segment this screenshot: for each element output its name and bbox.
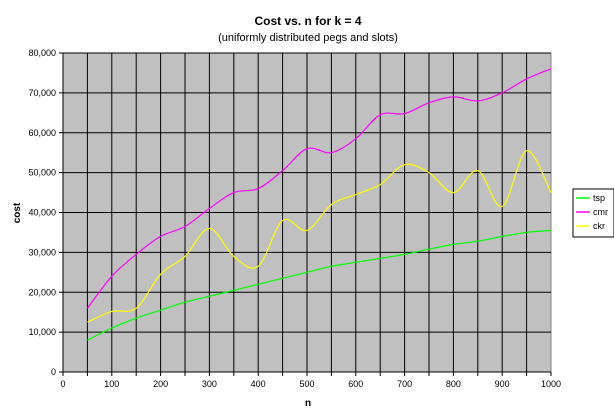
- legend-label-tsp: tsp: [593, 193, 605, 203]
- series-line-ckr: [87, 150, 552, 323]
- x-tick-label: 700: [397, 379, 412, 389]
- x-tick-label: 800: [446, 379, 461, 389]
- y-tick-label: 10,000: [28, 327, 56, 337]
- x-tick-label: 500: [299, 379, 314, 389]
- chart-title: Cost vs. n for k = 4: [254, 14, 361, 28]
- x-tick-label: 400: [251, 379, 266, 389]
- y-tick-label: 70,000: [28, 88, 56, 98]
- x-tick-label: 900: [495, 379, 510, 389]
- x-tick-label: 200: [153, 379, 168, 389]
- y-tick-label: 50,000: [28, 168, 56, 178]
- x-tick-label: 0: [60, 379, 65, 389]
- legend: tsp cmr ckr: [572, 188, 614, 238]
- axes: [59, 52, 552, 376]
- y-tick-label: 80,000: [28, 48, 56, 58]
- series-lines: [86, 68, 552, 341]
- series-line-tsp: [87, 229, 552, 341]
- x-tick-label: 600: [348, 379, 363, 389]
- y-tick-label: 20,000: [28, 287, 56, 297]
- x-tick-label: 300: [202, 379, 217, 389]
- y-tick-label: 0: [51, 367, 56, 377]
- series-line-cmr: [86, 68, 552, 309]
- y-tick-label: 60,000: [28, 128, 56, 138]
- y-tick-labels: 0 10,000 20,000 30,000 40,000 50,000 60,000 70,…: [28, 48, 56, 377]
- x-axis-label: n: [305, 398, 311, 409]
- y-tick-label: 30,000: [28, 247, 56, 257]
- y-axis-label: cost: [12, 202, 23, 223]
- x-tick-label: 100: [104, 379, 119, 389]
- x-tick-label: 1000: [541, 379, 561, 389]
- legend-label-cmr: cmr: [593, 207, 608, 217]
- y-tick-label: 40,000: [28, 208, 56, 218]
- legend-box: [572, 188, 614, 238]
- x-tick-labels: 0 100 200 300 400 500 600 700 800 900 1000: [60, 379, 561, 389]
- chart-subtitle: (uniformly distributed pegs and slots): [218, 32, 398, 44]
- legend-label-ckr: ckr: [593, 221, 605, 231]
